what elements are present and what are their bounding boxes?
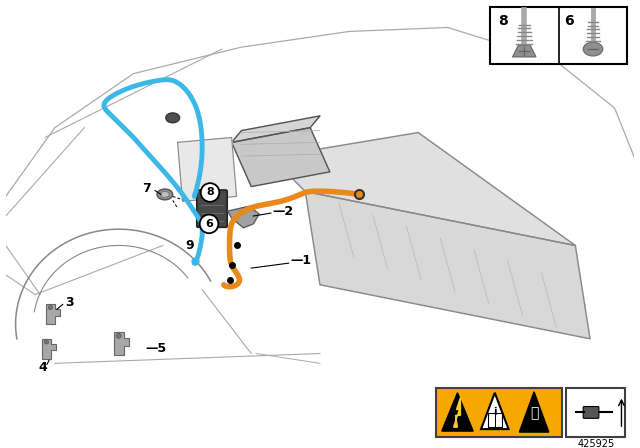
Text: 8: 8	[206, 187, 214, 198]
Polygon shape	[232, 128, 330, 186]
Text: i: i	[493, 407, 497, 418]
FancyBboxPatch shape	[196, 190, 227, 227]
Text: 4: 4	[38, 361, 47, 374]
FancyBboxPatch shape	[488, 414, 502, 427]
Polygon shape	[232, 116, 320, 142]
Text: 8: 8	[498, 13, 508, 28]
Circle shape	[116, 333, 121, 338]
Text: 425925: 425925	[577, 439, 614, 448]
Polygon shape	[442, 393, 473, 431]
Polygon shape	[519, 392, 548, 432]
Polygon shape	[178, 138, 237, 201]
Circle shape	[200, 215, 218, 233]
Polygon shape	[228, 206, 259, 228]
Text: ✋: ✋	[530, 406, 538, 420]
Text: 9: 9	[186, 239, 195, 252]
Text: 7: 7	[142, 182, 151, 195]
Ellipse shape	[583, 42, 603, 56]
FancyBboxPatch shape	[583, 406, 599, 418]
Text: —5: —5	[145, 342, 166, 355]
Circle shape	[44, 340, 49, 344]
Polygon shape	[305, 191, 590, 339]
Polygon shape	[481, 393, 509, 429]
Ellipse shape	[157, 189, 173, 200]
Circle shape	[201, 183, 220, 202]
Polygon shape	[114, 332, 129, 355]
Text: —1: —1	[291, 254, 312, 267]
Circle shape	[48, 306, 52, 310]
FancyBboxPatch shape	[490, 7, 627, 64]
Text: 6: 6	[205, 219, 213, 229]
Text: 3: 3	[65, 296, 74, 309]
FancyBboxPatch shape	[436, 388, 561, 437]
Polygon shape	[6, 25, 634, 440]
Polygon shape	[454, 398, 460, 427]
Polygon shape	[46, 304, 60, 324]
Text: 6: 6	[564, 13, 574, 28]
Polygon shape	[42, 339, 56, 358]
Ellipse shape	[161, 191, 169, 198]
FancyBboxPatch shape	[566, 388, 625, 437]
Polygon shape	[513, 45, 536, 57]
Text: —2: —2	[273, 205, 294, 218]
Ellipse shape	[166, 113, 180, 123]
Polygon shape	[271, 133, 575, 246]
